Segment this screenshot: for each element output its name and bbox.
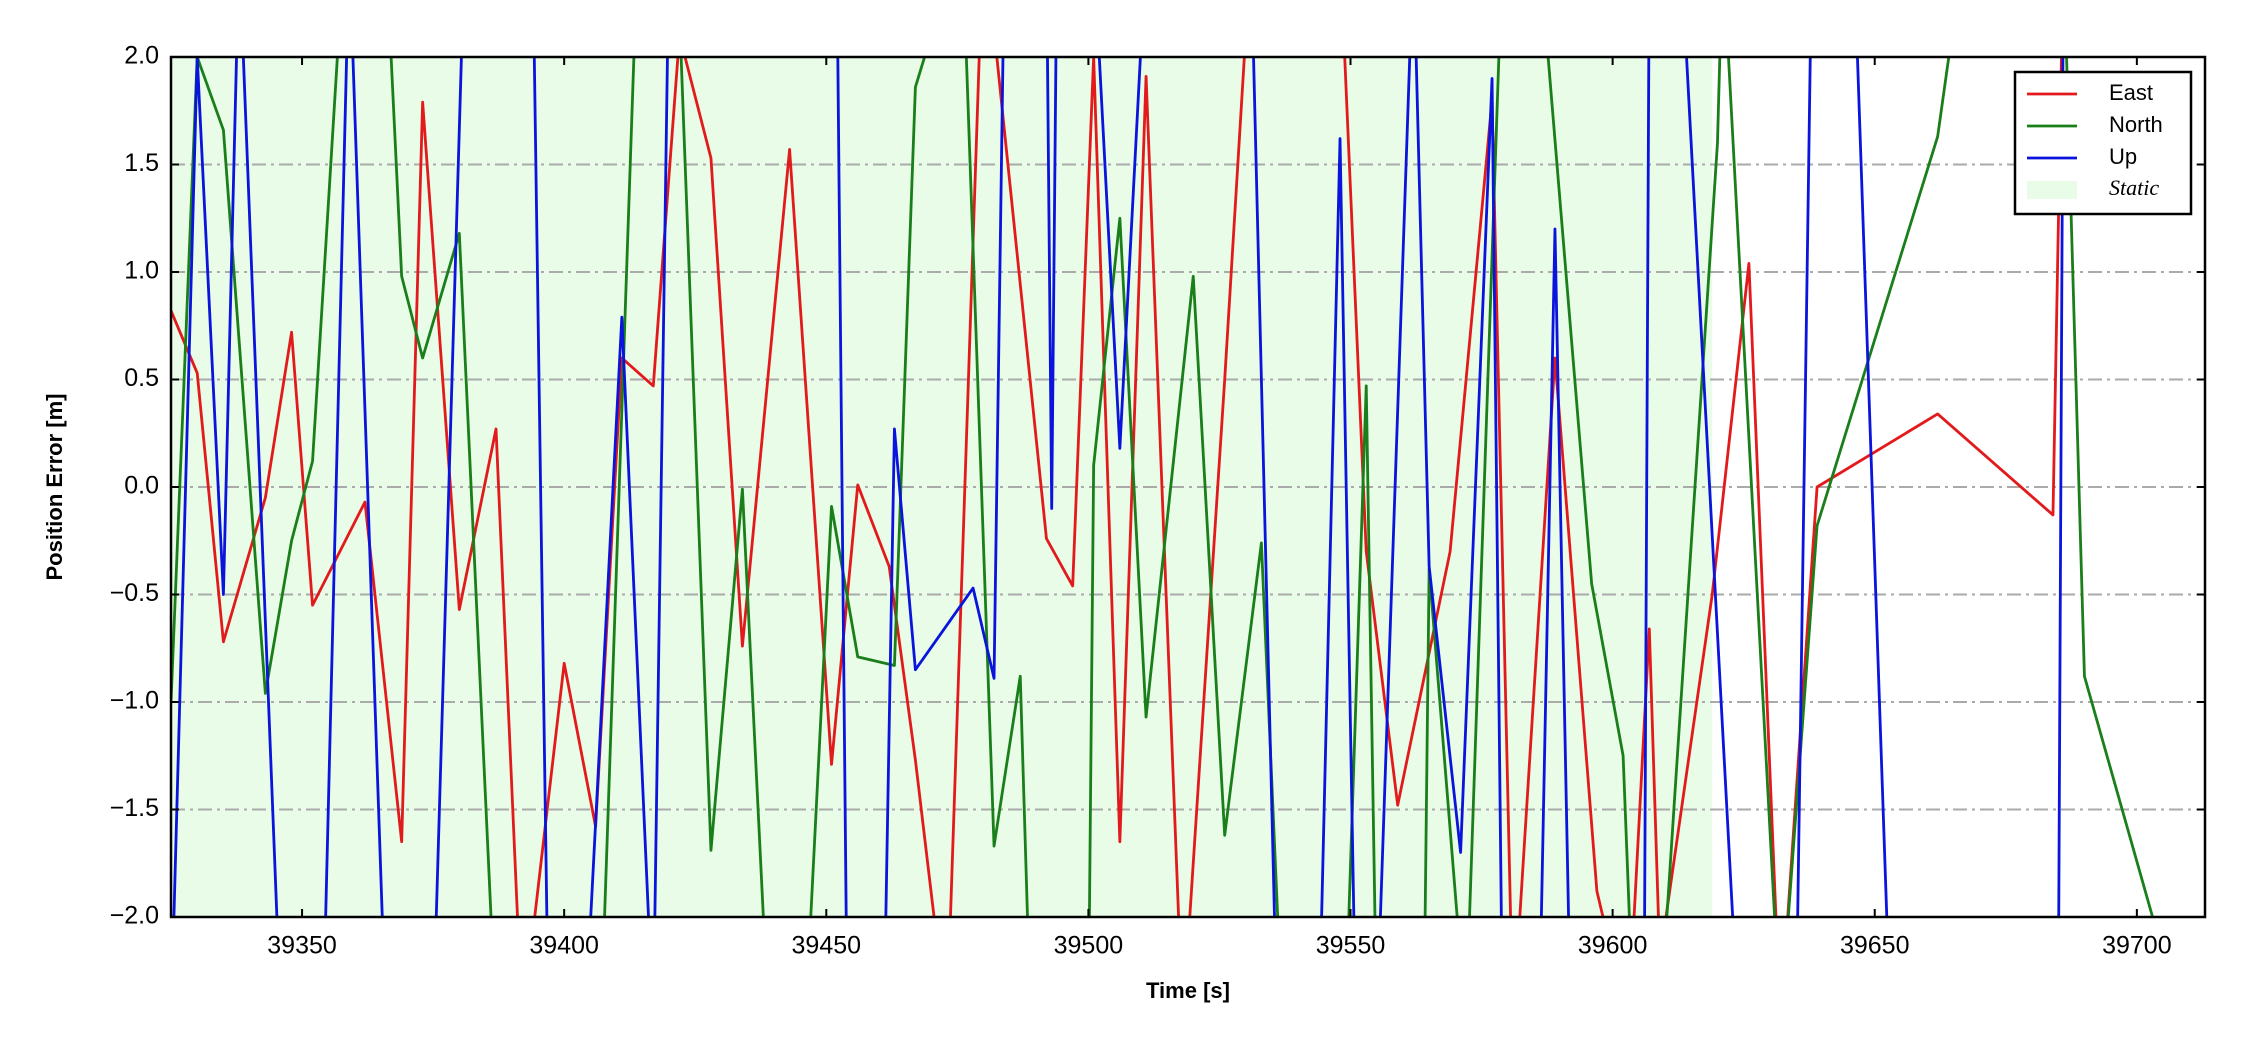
y-tick-label: 1.5 bbox=[124, 149, 159, 177]
y-tick-label: 2.0 bbox=[124, 42, 159, 70]
series-line bbox=[172, 57, 2065, 917]
x-tick-label: 39550 bbox=[1316, 932, 1386, 960]
x-tick-label: 39500 bbox=[1054, 932, 1124, 960]
legend-label: Up bbox=[2109, 144, 2137, 169]
series-line bbox=[171, 57, 2155, 917]
x-tick-label: 39350 bbox=[267, 932, 337, 960]
x-tick-label: 39450 bbox=[792, 932, 862, 960]
x-tick-label: 39700 bbox=[2102, 932, 2172, 960]
x-tick-label: 39600 bbox=[1578, 932, 1648, 960]
x-tick-label: 39650 bbox=[1840, 932, 1910, 960]
y-tick-label: −2.0 bbox=[110, 902, 159, 930]
legend-label: North bbox=[2109, 112, 2163, 137]
x-tick-label: 39400 bbox=[529, 932, 599, 960]
legend-label: Static bbox=[2109, 175, 2159, 200]
y-tick-label: 1.0 bbox=[124, 257, 159, 285]
y-tick-label: 0.5 bbox=[124, 364, 159, 392]
series-line bbox=[171, 57, 2063, 917]
legend-swatch bbox=[2027, 181, 2077, 199]
y-tick-label: 0.0 bbox=[124, 472, 159, 500]
y-axis-label: Position Error [m] bbox=[42, 393, 67, 580]
y-tick-label: −0.5 bbox=[110, 579, 159, 607]
y-tick-label: −1.5 bbox=[110, 794, 159, 822]
x-axis-label: Time [s] bbox=[1146, 978, 1230, 1003]
y-tick-label: −1.0 bbox=[110, 687, 159, 715]
legend-label: East bbox=[2109, 80, 2153, 105]
